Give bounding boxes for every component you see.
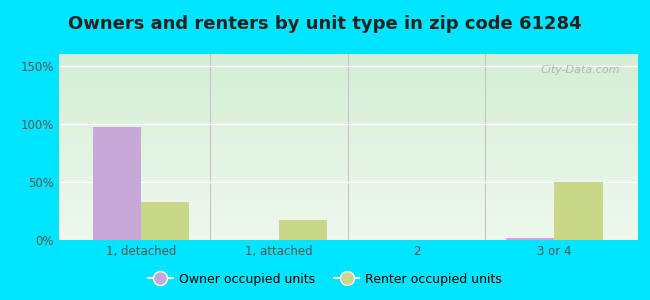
Bar — [279, 220, 327, 240]
Bar — [506, 238, 554, 240]
Text: City-Data.com: City-Data.com — [540, 65, 619, 75]
Bar — [93, 127, 141, 240]
Text: Owners and renters by unit type in zip code 61284: Owners and renters by unit type in zip c… — [68, 15, 582, 33]
Bar — [141, 202, 189, 240]
Bar — [554, 182, 603, 240]
Legend: Owner occupied units, Renter occupied units: Owner occupied units, Renter occupied un… — [143, 268, 507, 291]
